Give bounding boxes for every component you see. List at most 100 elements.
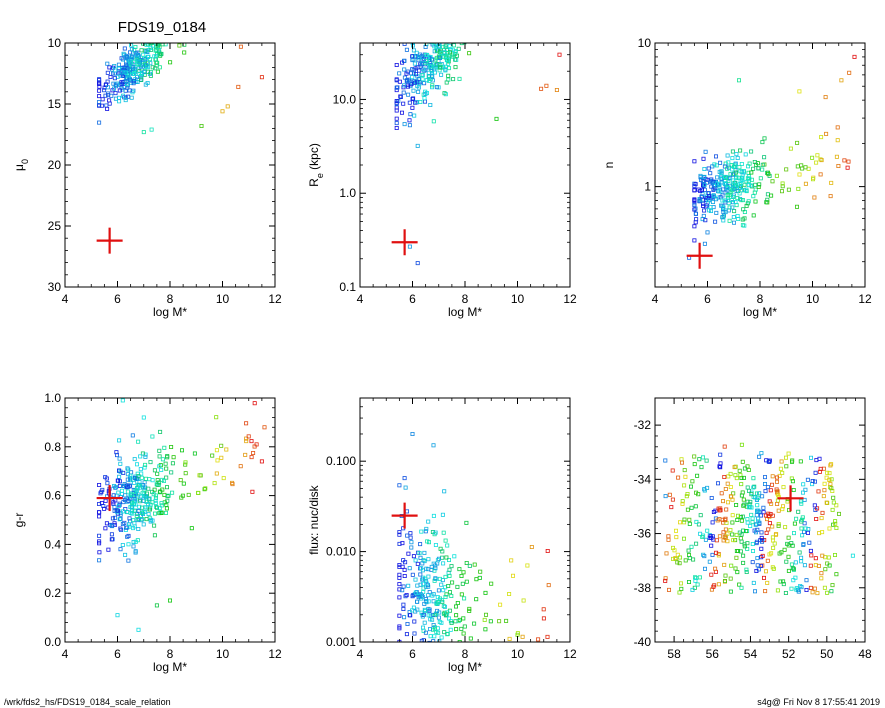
data-point <box>730 167 735 172</box>
data-point <box>744 203 749 208</box>
data-point <box>259 75 264 80</box>
y-tick-label: 30 <box>48 280 62 294</box>
data-point <box>442 51 447 56</box>
data-point <box>163 510 168 515</box>
data-point <box>800 517 805 522</box>
data-point <box>436 15 439 18</box>
x-tick-label: 4 <box>357 647 364 661</box>
data-point <box>440 644 443 647</box>
data-point <box>522 666 525 669</box>
x-tick-label: 8 <box>462 292 469 306</box>
data-point <box>397 530 402 535</box>
data-point <box>404 509 409 514</box>
data-point <box>415 261 420 266</box>
data-point <box>397 79 402 84</box>
data-point <box>799 559 804 564</box>
data-point <box>431 639 436 642</box>
data-point <box>181 481 186 486</box>
data-point <box>97 77 102 82</box>
data-point <box>714 197 719 202</box>
data-point <box>403 485 408 490</box>
data-point <box>395 85 400 90</box>
data-point <box>763 475 768 480</box>
data-point <box>426 557 431 562</box>
data-point <box>262 425 267 430</box>
data-point <box>105 61 110 66</box>
data-point <box>692 585 697 590</box>
data-point <box>394 100 399 105</box>
data-point <box>118 516 123 521</box>
data-point <box>818 157 823 162</box>
data-point <box>780 184 785 189</box>
data-point <box>790 543 795 548</box>
data-point <box>751 213 756 218</box>
data-point <box>110 524 115 529</box>
data-point <box>803 165 808 170</box>
data-point <box>741 475 746 480</box>
data-point <box>679 586 684 591</box>
data-point <box>250 489 255 494</box>
data-point <box>141 52 146 57</box>
data-point <box>426 613 431 618</box>
data-point <box>147 477 152 482</box>
data-point <box>815 591 820 596</box>
data-point <box>716 582 721 587</box>
data-point <box>701 156 706 161</box>
data-point <box>412 631 417 636</box>
data-point <box>113 515 118 520</box>
data-point <box>700 535 705 540</box>
data-point <box>690 479 695 484</box>
data-point <box>442 630 447 635</box>
data-point <box>146 486 151 491</box>
data-point <box>702 166 707 171</box>
y-tick-label: 0.1 <box>339 280 356 294</box>
data-point <box>444 36 447 39</box>
data-point <box>117 438 122 443</box>
data-point <box>150 65 155 70</box>
data-point <box>125 466 130 471</box>
data-point <box>467 32 470 35</box>
y-tick-label: 0.2 <box>44 586 61 600</box>
data-point <box>775 475 780 480</box>
data-point <box>789 476 794 481</box>
plot-frame <box>64 397 276 643</box>
data-point <box>394 88 399 93</box>
data-point <box>797 89 802 94</box>
data-point <box>186 492 191 497</box>
data-point <box>763 489 768 494</box>
data-point <box>125 489 130 494</box>
data-point <box>397 532 402 537</box>
data-point <box>154 505 159 510</box>
data-point <box>152 533 157 538</box>
data-point <box>797 550 802 555</box>
data-point <box>818 172 823 177</box>
data-point <box>544 645 547 648</box>
data-point <box>117 88 122 93</box>
data-point <box>774 173 779 178</box>
footer-timestamp: s4g@ Fri Nov 8 17:55:41 2019 <box>757 697 880 707</box>
data-point <box>410 97 415 102</box>
data-point <box>731 194 736 199</box>
data-point <box>780 189 785 194</box>
data-point <box>97 482 102 487</box>
data-point <box>751 485 756 490</box>
data-point <box>97 120 102 125</box>
data-point <box>728 576 733 581</box>
data-point <box>429 37 432 40</box>
data-point <box>703 566 708 571</box>
data-point <box>434 648 437 651</box>
data-point <box>753 199 758 204</box>
data-point <box>698 175 703 180</box>
data-point <box>179 448 184 453</box>
data-point <box>140 482 145 487</box>
plot-frame <box>654 42 866 288</box>
data-point <box>124 62 129 67</box>
data-point <box>833 521 838 526</box>
data-point <box>719 491 724 496</box>
data-point <box>138 467 143 472</box>
data-point <box>789 562 794 567</box>
data-point <box>693 206 698 211</box>
data-point <box>744 189 749 194</box>
data-point <box>709 543 714 548</box>
data-point <box>402 476 407 481</box>
